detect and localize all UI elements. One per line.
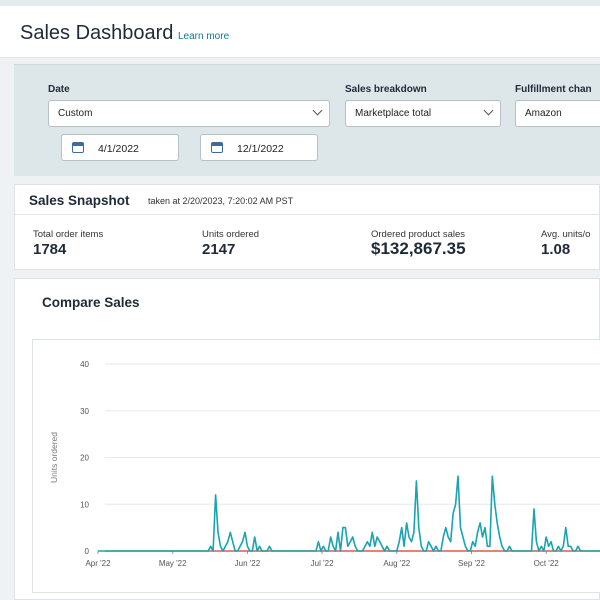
y-tick-label: 0 — [85, 547, 90, 556]
metric-label-ordered-product-sales: Ordered product sales — [371, 229, 465, 240]
calendar-icon — [72, 142, 84, 153]
y-axis-label: Units ordered — [49, 432, 59, 483]
breakdown-select-value: Marketplace total — [355, 108, 432, 119]
end-date-input[interactable]: 12/1/2022 — [200, 134, 318, 161]
units-ordered-series-line — [98, 475, 600, 552]
snapshot-timestamp: taken at 2/20/2023, 7:20:02 AM PST — [148, 196, 294, 206]
fulfillment-label: Fulfillment chan — [515, 84, 592, 95]
x-tick-label: Jul '22 — [311, 559, 334, 568]
date-label: Date — [48, 84, 70, 95]
x-tick-label: Apr '22 — [85, 559, 111, 568]
compare-sales-title: Compare Sales — [42, 295, 140, 310]
snapshot-header: Sales Snapshot taken at 2/20/2023, 7:20:… — [15, 185, 600, 215]
y-tick-label: 20 — [80, 454, 89, 463]
date-select-value: Custom — [58, 108, 93, 119]
x-tick-label: Oct '22 — [534, 559, 560, 568]
learn-more-link[interactable]: Learn more — [178, 31, 230, 42]
x-tick-label: May '22 — [159, 559, 187, 568]
page-title: Sales Dashboard — [20, 22, 174, 44]
date-select[interactable]: Custom — [48, 100, 330, 127]
y-tick-label: 30 — [80, 407, 89, 416]
x-tick-label: Sep '22 — [458, 559, 485, 568]
y-tick-label: 10 — [80, 500, 89, 509]
sales-snapshot: Sales Snapshot taken at 2/20/2023, 7:20:… — [14, 184, 600, 270]
start-date-value: 4/1/2022 — [98, 143, 139, 155]
end-date-value: 12/1/2022 — [237, 143, 284, 155]
page-header: Sales Dashboard Learn more — [0, 6, 600, 58]
calendar-icon — [211, 142, 223, 153]
metric-value-avg-units: 1.08 — [541, 241, 571, 258]
breakdown-select[interactable]: Marketplace total — [345, 100, 501, 127]
metric-label-avg-units: Avg. units/o — [541, 229, 591, 240]
metric-label-units-ordered: Units ordered — [202, 229, 260, 240]
chart-frame: 0 10 20 30 40 Units ordered Apr '22 May '22 Jun … — [32, 339, 600, 593]
y-tick-label: 40 — [80, 360, 89, 369]
start-date-input[interactable]: 4/1/2022 — [61, 134, 179, 161]
breakdown-label: Sales breakdown — [345, 84, 427, 95]
top-bar — [0, 0, 600, 6]
fulfillment-select-value: Amazon — [525, 108, 562, 119]
x-tick-label: Jun '22 — [235, 559, 261, 568]
filter-panel: Date Custom 4/1/2022 12/1/2022 Sales bre… — [14, 64, 600, 176]
metric-value-ordered-product-sales: $132,867.35 — [371, 239, 466, 258]
units-ordered-chart: 0 10 20 30 40 Units ordered Apr '22 May '22 Jun … — [49, 360, 600, 568]
metric-value-total-order-items: 1784 — [33, 241, 67, 258]
compare-sales-panel: Compare Sales 0 10 20 30 40 Units ordered Apr … — [14, 278, 600, 600]
metric-label-total-order-items: Total order items — [33, 229, 104, 240]
chevron-down-icon — [312, 105, 323, 116]
chevron-down-icon — [483, 105, 494, 116]
metric-value-units-ordered: 2147 — [202, 241, 236, 258]
snapshot-title: Sales Snapshot — [29, 193, 130, 208]
fulfillment-select[interactable]: Amazon — [515, 100, 600, 127]
x-tick-label: Aug '22 — [383, 559, 410, 568]
